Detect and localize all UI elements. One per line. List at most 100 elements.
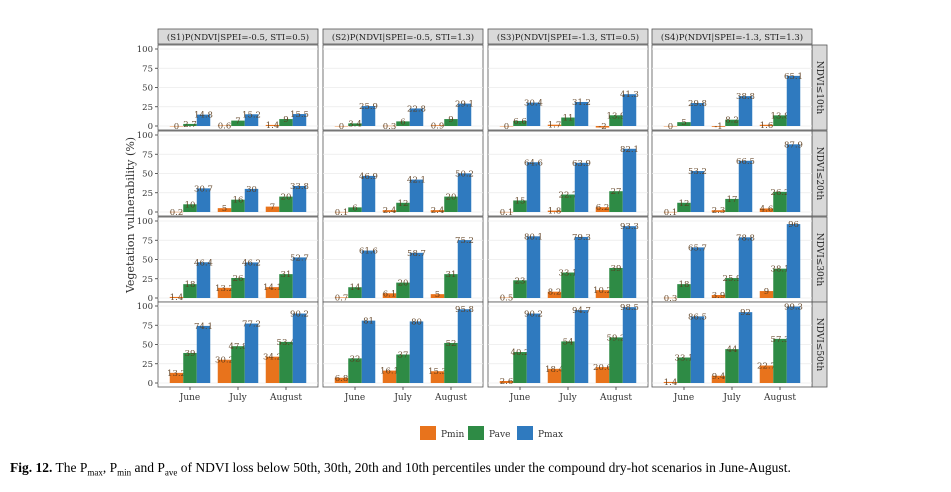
bar-pmax bbox=[196, 114, 211, 126]
bar-pave bbox=[561, 117, 575, 126]
data-label: 82.1 bbox=[620, 145, 639, 155]
data-label: -2 bbox=[598, 122, 606, 132]
data-label: 6.2 bbox=[596, 203, 610, 213]
x-tick-label: July bbox=[393, 393, 412, 403]
bar-pmax bbox=[574, 101, 589, 126]
bar-pmax bbox=[622, 94, 637, 126]
data-label: 0.2 bbox=[170, 208, 184, 218]
bar-pmax bbox=[622, 148, 637, 212]
data-label: 52 bbox=[446, 339, 457, 349]
caption-sub-max: max bbox=[87, 467, 103, 478]
data-label: 0.6 bbox=[218, 122, 232, 132]
bar-pmax bbox=[409, 321, 424, 383]
data-label: 18 bbox=[679, 280, 690, 290]
data-label: 93.3 bbox=[620, 222, 639, 232]
bar-pmax bbox=[457, 240, 472, 298]
x-tick-label: June bbox=[509, 393, 531, 403]
bar-pmax bbox=[244, 323, 259, 383]
data-label: 22.7 bbox=[559, 191, 578, 201]
legend-swatch-pave bbox=[468, 426, 484, 440]
data-label: 1.4 bbox=[170, 293, 184, 303]
bar-pmax bbox=[292, 114, 307, 126]
bar-pave bbox=[279, 119, 293, 126]
bar-pave bbox=[677, 357, 691, 383]
data-label: 0.9 bbox=[431, 121, 445, 131]
bar-pmin bbox=[711, 210, 726, 212]
data-label: 0 bbox=[339, 122, 344, 132]
legend-label-pmin: Pmin bbox=[441, 430, 464, 440]
data-label: 46.9 bbox=[359, 172, 378, 182]
data-label: 33.8 bbox=[290, 182, 309, 192]
bar-pmax bbox=[574, 310, 589, 383]
data-label: 0 bbox=[174, 122, 179, 132]
bar-pmax bbox=[244, 114, 259, 126]
bar-pave bbox=[677, 202, 691, 212]
bar-pmin bbox=[595, 207, 610, 212]
data-label: 7 bbox=[270, 203, 275, 213]
caption-text-end: of NDVI loss below 50th, 30th, 20th and … bbox=[177, 460, 791, 475]
data-label: 39 bbox=[611, 264, 622, 274]
bar-pmin bbox=[265, 124, 280, 126]
bar-pmin bbox=[334, 377, 349, 383]
bar-pmax bbox=[457, 173, 472, 212]
bar-pave bbox=[231, 346, 245, 383]
caption-sep2: and P bbox=[131, 460, 165, 475]
data-label: 75.2 bbox=[455, 236, 474, 246]
y-tick-label: 0 bbox=[148, 379, 153, 389]
data-label: 46.2 bbox=[242, 258, 261, 268]
bar-pmin bbox=[711, 126, 726, 127]
data-label: 20 bbox=[446, 193, 457, 203]
bar-pmax bbox=[409, 108, 424, 126]
data-label: 2.4 bbox=[383, 206, 397, 216]
data-label: 22.8 bbox=[407, 104, 426, 114]
data-label: 81 bbox=[363, 317, 374, 327]
bar-pave bbox=[513, 120, 527, 126]
data-label: 96 bbox=[788, 220, 799, 230]
bar-pmax bbox=[292, 257, 307, 298]
bar-pmax bbox=[457, 309, 472, 383]
column-strip bbox=[322, 28, 484, 45]
bar-pave bbox=[231, 120, 245, 126]
data-label: 25.9 bbox=[359, 102, 378, 112]
bar-pave bbox=[183, 284, 197, 298]
data-label: 11 bbox=[563, 114, 574, 124]
bar-pmin bbox=[334, 297, 349, 298]
bar-pave bbox=[348, 287, 362, 298]
data-label: 7 bbox=[235, 117, 240, 127]
bar-pmax bbox=[409, 252, 424, 298]
bar-pave bbox=[396, 202, 410, 212]
bar-pave bbox=[348, 123, 362, 126]
bar-pave bbox=[677, 122, 691, 126]
data-label: 87.9 bbox=[784, 140, 803, 150]
data-label: 30 bbox=[246, 185, 257, 195]
data-label: 5 bbox=[681, 118, 686, 128]
data-label: 1.8 bbox=[548, 207, 562, 217]
bar-pmin bbox=[382, 370, 397, 383]
data-label: 6.1 bbox=[383, 289, 397, 299]
figure-caption: Fig. 12. The Pmax, Pmin and Pave of NDVI… bbox=[10, 460, 945, 478]
column-strip-label: (S2)P(NDVI|SPEI=-0.5, STI=1.3) bbox=[332, 32, 474, 43]
bar-pmin bbox=[382, 210, 397, 212]
y-tick-label: 25 bbox=[142, 103, 153, 113]
row-strip-label: NDVI≤20th bbox=[814, 147, 824, 201]
data-label: 80.1 bbox=[524, 232, 543, 242]
bar-pmin bbox=[759, 365, 774, 383]
x-tick-label: June bbox=[673, 393, 695, 403]
bar-pmax bbox=[409, 179, 424, 212]
bar-pmax bbox=[196, 188, 211, 212]
data-label: 15.3 bbox=[428, 367, 447, 377]
row-strip-label: NDVI≤50th bbox=[814, 318, 824, 372]
y-tick-label: 75 bbox=[142, 236, 153, 246]
row-strip-label: NDVI≤30th bbox=[814, 233, 824, 287]
data-label: 13.2 bbox=[167, 369, 186, 379]
bar-pmax bbox=[622, 226, 637, 298]
data-label: 65.1 bbox=[784, 72, 803, 82]
faceted-bar-chart: Vegetation vulnerability (%) (S1)P(NDVI|S… bbox=[124, 28, 828, 440]
data-label: 52.7 bbox=[290, 253, 309, 263]
bar-pmax bbox=[690, 247, 705, 298]
bar-pave bbox=[725, 349, 739, 383]
bar-pmin bbox=[217, 287, 232, 298]
data-label: 6 bbox=[352, 203, 357, 213]
data-label: 90.2 bbox=[524, 310, 543, 320]
bar-pmax bbox=[690, 103, 705, 126]
